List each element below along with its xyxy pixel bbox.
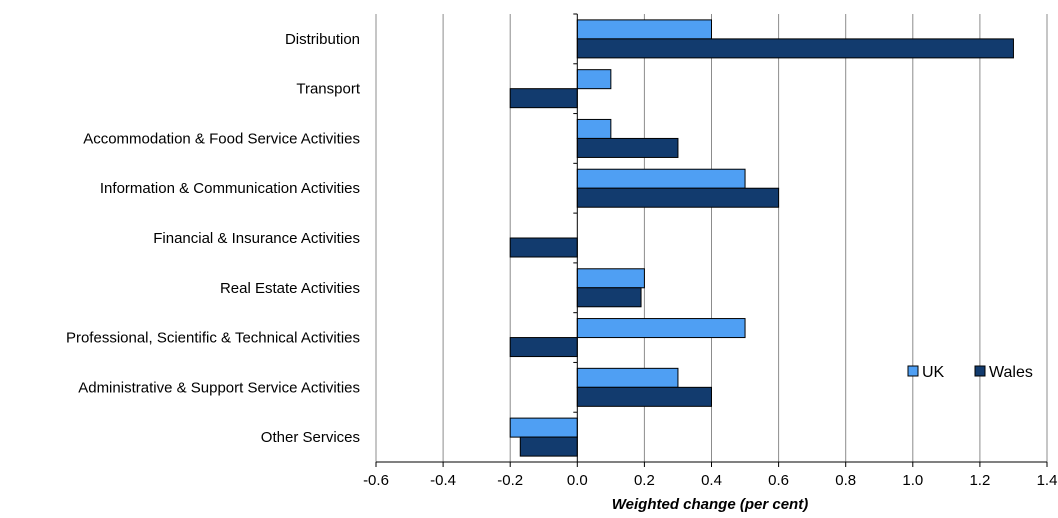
x-tick-label: -0.6 (363, 472, 389, 489)
x-tick-label: -0.4 (430, 472, 456, 489)
legend-label-uk: UK (922, 364, 945, 381)
category-label: Information & Communication Activities (100, 180, 360, 197)
bar-wales-1 (576, 38, 1014, 59)
legend-label-wales: Wales (989, 364, 1033, 381)
bar-uk-2 (576, 69, 612, 90)
category-label: Distribution (285, 31, 360, 48)
x-tick-label: 1.2 (969, 472, 990, 489)
x-tick-label: 0.8 (835, 472, 856, 489)
x-tick-label: 0.0 (567, 472, 588, 489)
x-tick-label: 0.6 (768, 472, 789, 489)
x-axis-title: Weighted change (per cent) (612, 496, 808, 513)
category-label: Real Estate Activities (220, 280, 360, 297)
bar-uk-4 (576, 168, 746, 189)
x-tick-label: 1.0 (902, 472, 923, 489)
legend-swatch-uk (907, 365, 919, 377)
x-tick-label: 1.4 (1037, 472, 1058, 489)
bar-wales-5 (509, 237, 578, 258)
bar-wales-3 (576, 137, 679, 158)
bars (509, 19, 1014, 457)
legend: UK Wales (907, 364, 1033, 381)
bar-wales-8 (576, 386, 712, 407)
bar-uk-8 (576, 367, 679, 388)
category-label: Accommodation & Food Service Activities (83, 130, 360, 147)
bar-wales-2 (509, 88, 578, 109)
category-label: Administrative & Support Service Activit… (78, 379, 360, 396)
bar-wales-6 (576, 287, 642, 308)
bar-uk-9 (509, 417, 578, 438)
category-label: Transport (296, 81, 360, 98)
x-tick-label: 0.2 (634, 472, 655, 489)
x-tick-label: -0.2 (497, 472, 523, 489)
axes (375, 13, 1048, 467)
bar-uk-7 (576, 318, 746, 339)
bar-wales-7 (509, 337, 578, 358)
x-tick-labels: -0.6 -0.4 -0.2 0.0 0.2 0.4 0.6 0.8 1.0 1.2 1.4 (363, 472, 1057, 489)
category-label: Professional, Scientific & Technical Act… (66, 330, 360, 347)
bar-wales-9 (519, 436, 578, 457)
category-labels: Distribution Transport Accommodation & Foo… (66, 31, 361, 446)
bar-uk-3 (576, 118, 612, 139)
x-tick-label: 0.4 (701, 472, 722, 489)
bar-uk-1 (576, 19, 712, 40)
category-label: Other Services (261, 429, 360, 446)
legend-swatch-wales (974, 365, 986, 377)
bar-wales-4 (576, 187, 780, 208)
bar-uk-6 (576, 268, 645, 289)
category-label: Financial & Insurance Activities (153, 230, 360, 247)
